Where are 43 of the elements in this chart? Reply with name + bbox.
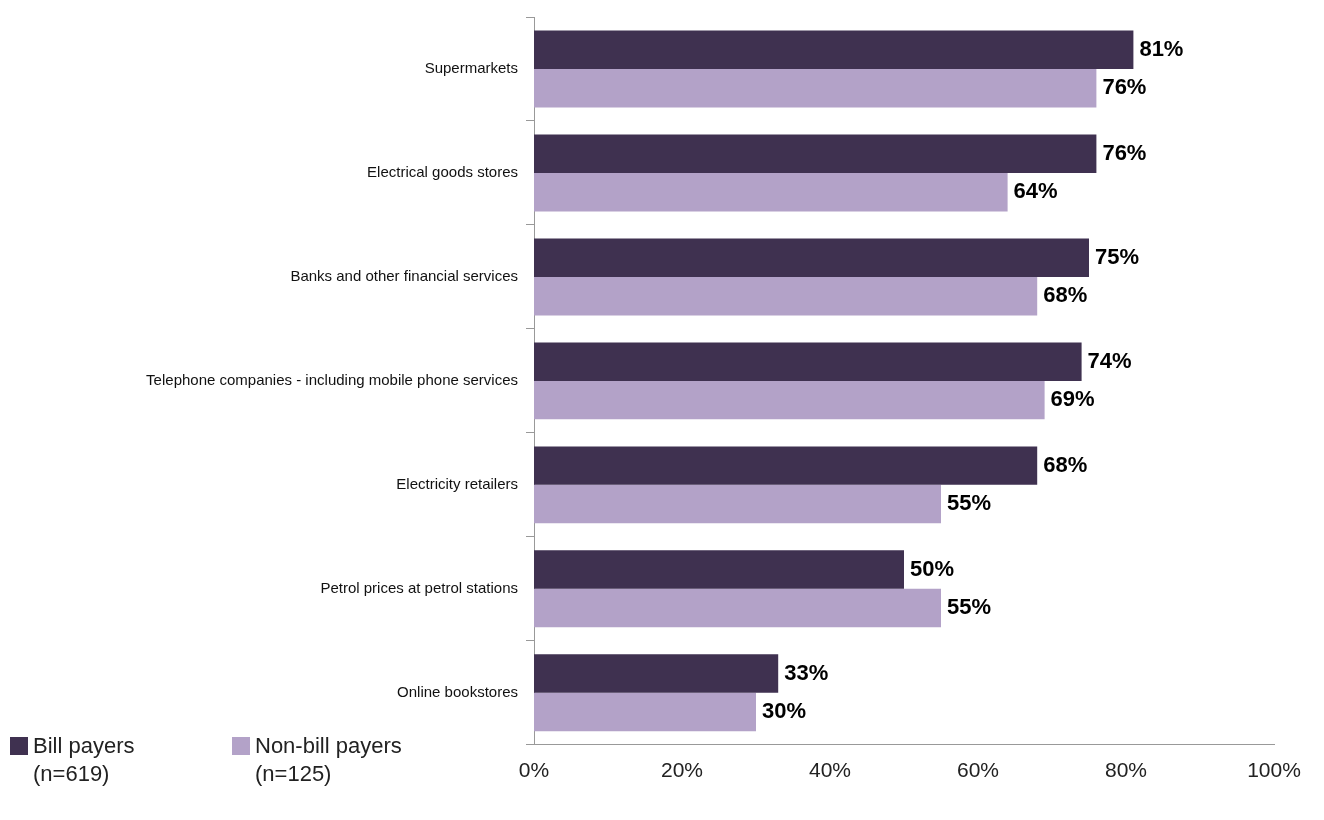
data-label: 68% [1043, 282, 1088, 308]
bar [534, 172, 1008, 212]
data-label: 69% [1050, 386, 1095, 412]
y-tick-label: Petrol prices at petrol stations [320, 578, 518, 596]
legend-label: Non-bill payers (n=125) [255, 732, 403, 788]
data-label: 75% [1095, 243, 1140, 269]
y-tick-label: Electrical goods stores [367, 163, 518, 181]
data-label: 68% [1043, 451, 1088, 477]
data-label: 76% [1102, 74, 1147, 100]
y-tick-label: Banks and other financial services [290, 267, 518, 285]
data-label: 55% [947, 490, 992, 516]
x-tick-label: 0% [518, 758, 550, 782]
bar [534, 380, 1045, 420]
data-label: 64% [1013, 178, 1058, 204]
y-tick-label: Supermarkets [424, 59, 518, 77]
x-tick-label: 60% [956, 758, 1000, 782]
data-label: 81% [1139, 35, 1184, 61]
y-tick-label: Telephone companies - including mobile phone services [146, 371, 518, 389]
data-label: 33% [784, 659, 829, 685]
bar [534, 134, 1097, 173]
x-tick-label: 40% [808, 758, 852, 782]
data-label: 74% [1087, 347, 1132, 373]
bar [534, 654, 779, 693]
data-label: 50% [910, 555, 955, 581]
data-label: 76% [1102, 139, 1147, 165]
legend-label: Bill payers (n=619) [33, 732, 136, 788]
bar [534, 692, 756, 732]
bar [534, 342, 1082, 381]
x-tick-label: 80% [1104, 758, 1148, 782]
bar [534, 550, 904, 589]
x-tick-label: 20% [660, 758, 704, 782]
bar [534, 446, 1038, 485]
data-label: 55% [947, 594, 992, 620]
bar [534, 68, 1097, 108]
data-label: 30% [762, 698, 807, 724]
bar [534, 276, 1038, 316]
y-tick-label: Online bookstores [397, 682, 518, 700]
bar [534, 484, 941, 524]
x-tick-label: 100% [1247, 758, 1301, 782]
bar [534, 238, 1089, 277]
bar [534, 588, 941, 628]
y-tick-label: Electricity retailers [396, 475, 518, 493]
bar [534, 30, 1134, 69]
